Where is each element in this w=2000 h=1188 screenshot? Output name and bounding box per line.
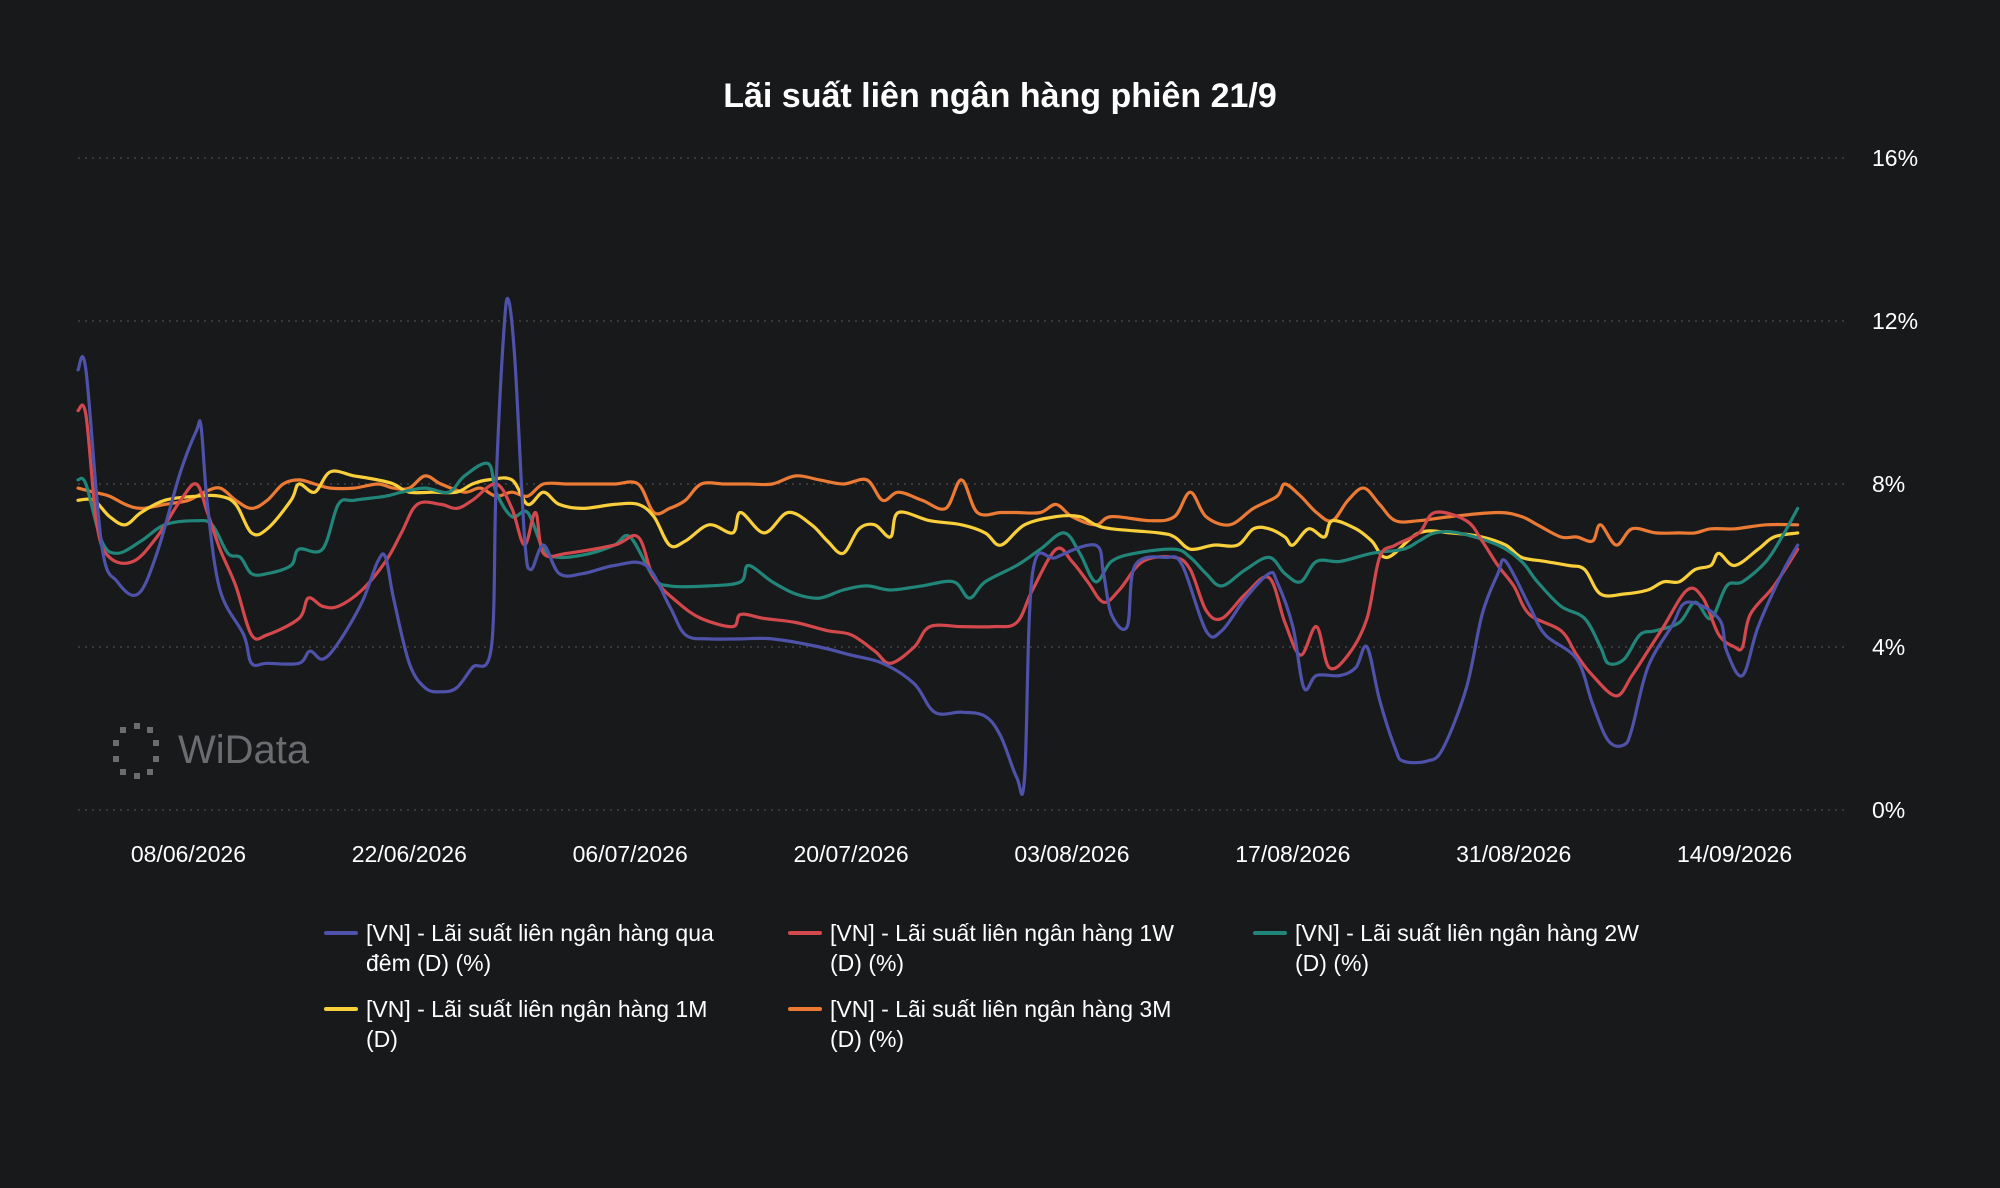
legend-label: [VN] - Lãi suất liên ngân hàng 2W: [1295, 920, 1639, 946]
x-tick-label: 17/08/2026: [1235, 841, 1350, 867]
y-tick-label: 12%: [1872, 308, 1918, 334]
series-line-overnight: [76, 296, 1800, 796]
x-tick-label: 31/08/2026: [1456, 841, 1571, 867]
y-tick-label: 0%: [1872, 797, 1905, 823]
legend-item-overnight[interactable]: [VN] - Lãi suất liên ngân hàng qua đêm (D…: [324, 920, 714, 976]
legend-label: [VN] - Lãi suất liên ngân hàng 1M: [366, 996, 707, 1022]
series-line-3m: [76, 474, 1800, 547]
legend-item-1m[interactable]: [VN] - Lãi suất liên ngân hàng 1M (D): [324, 996, 707, 1052]
series-lines: [76, 296, 1800, 796]
series-line-1m: [76, 469, 1800, 598]
x-tick-label: 14/09/2026: [1677, 841, 1792, 867]
x-tick-label: 03/08/2026: [1014, 841, 1129, 867]
x-tick-label: 08/06/2026: [131, 841, 246, 867]
y-tick-label: 8%: [1872, 471, 1905, 497]
legend: [VN] - Lãi suất liên ngân hàng qua đêm (D…: [324, 920, 1639, 1052]
widata-logo: WiData: [113, 723, 310, 779]
widata-dots-icon: [113, 723, 159, 779]
legend-item-3m[interactable]: [VN] - Lãi suất liên ngân hàng 3M (D) (%): [788, 996, 1171, 1052]
chart-title: Lãi suất liên ngân hàng phiên 21/9: [723, 77, 1277, 115]
x-axis: 08/06/2026 22/06/2026 06/07/2026 20/07/2026…: [131, 841, 1792, 867]
x-tick-label: 22/06/2026: [352, 841, 467, 867]
y-tick-label: 4%: [1872, 634, 1905, 660]
y-tick-label: 16%: [1872, 145, 1918, 171]
legend-label: (D) (%): [830, 1026, 904, 1052]
legend-label: [VN] - Lãi suất liên ngân hàng 1W: [830, 920, 1174, 946]
series-line-1w: [76, 403, 1800, 698]
legend-item-1w[interactable]: [VN] - Lãi suất liên ngân hàng 1W (D) (%): [788, 920, 1174, 976]
logo-text: WiData: [178, 728, 310, 772]
y-axis: 0% 4% 8% 12% 16%: [1872, 145, 1918, 823]
legend-item-2w[interactable]: [VN] - Lãi suất liên ngân hàng 2W (D) (%): [1253, 920, 1639, 976]
legend-label: (D) (%): [830, 950, 904, 976]
legend-label: (D): [366, 1026, 398, 1052]
legend-label: (D) (%): [1295, 950, 1369, 976]
legend-label: [VN] - Lãi suất liên ngân hàng 3M: [830, 996, 1171, 1022]
legend-label: đêm (D) (%): [366, 950, 491, 976]
series-line-2w: [76, 461, 1800, 666]
legend-label: [VN] - Lãi suất liên ngân hàng qua: [366, 920, 714, 946]
x-tick-label: 06/07/2026: [573, 841, 688, 867]
x-tick-label: 20/07/2026: [794, 841, 909, 867]
